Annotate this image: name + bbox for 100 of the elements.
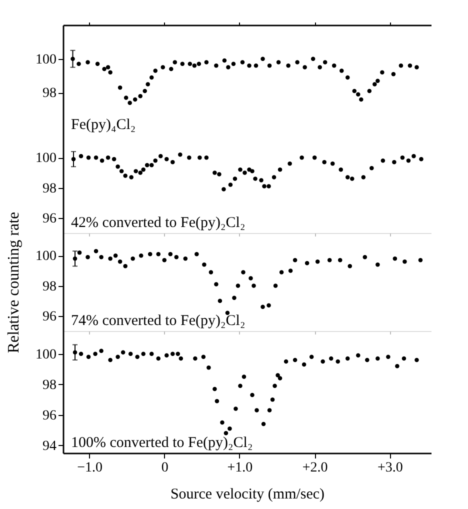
point (77, 250, 82, 255)
point (187, 156, 192, 160)
point (395, 364, 400, 368)
point (76, 62, 81, 66)
point (106, 65, 110, 70)
point (346, 356, 350, 361)
point (178, 152, 182, 157)
point (276, 60, 281, 64)
point (204, 156, 209, 160)
point (247, 64, 252, 68)
point (193, 356, 198, 361)
point (370, 166, 374, 170)
point (201, 354, 206, 360)
point (232, 296, 236, 300)
point (95, 62, 100, 66)
point (365, 358, 370, 362)
point (124, 96, 128, 100)
point (194, 252, 199, 256)
point (414, 358, 419, 362)
point (267, 408, 272, 412)
point (222, 58, 227, 63)
point (130, 256, 135, 261)
point (276, 373, 280, 378)
point (135, 354, 140, 360)
point (113, 254, 118, 258)
y-tick-label: 98 (42, 86, 56, 102)
point (267, 64, 272, 68)
point (222, 187, 226, 192)
point (150, 352, 154, 356)
point (346, 75, 350, 80)
point (232, 176, 238, 181)
point (196, 62, 202, 66)
point (400, 156, 405, 160)
point (106, 156, 110, 160)
point (123, 264, 128, 268)
point (214, 64, 218, 68)
point (128, 100, 132, 105)
y-tick-label: 100 (36, 151, 56, 166)
point (332, 64, 336, 68)
point (322, 160, 326, 164)
point (156, 252, 160, 256)
point (310, 56, 316, 61)
point (248, 276, 253, 280)
point (328, 356, 334, 361)
point (300, 156, 304, 160)
point (134, 169, 138, 174)
annotation: 74% converted to Fe(py)₂Cl₂ (71, 313, 246, 329)
point (208, 270, 214, 274)
point (330, 162, 335, 166)
point (86, 156, 91, 160)
x-tick-label: +3.0 (377, 460, 403, 476)
point (212, 386, 217, 392)
point (414, 65, 419, 70)
point (148, 252, 152, 256)
point (376, 262, 380, 267)
point (412, 154, 416, 158)
point (273, 284, 278, 288)
point (338, 168, 343, 172)
point (214, 282, 218, 286)
point (386, 354, 390, 360)
point (419, 157, 424, 162)
point (192, 64, 197, 68)
point (259, 178, 264, 182)
point (206, 365, 211, 370)
point (100, 158, 104, 163)
point (262, 184, 266, 188)
point (284, 359, 288, 364)
point (356, 353, 360, 358)
point (183, 256, 188, 261)
point (138, 254, 144, 258)
point (292, 358, 298, 362)
y-tick-label: 96 (42, 309, 56, 324)
point (266, 303, 271, 308)
point (153, 68, 158, 73)
x-tick-label: 0 (161, 460, 168, 476)
y-tick-label: 100 (36, 347, 56, 362)
point (356, 92, 360, 96)
y-tick-label: 94 (42, 438, 56, 454)
point (315, 260, 320, 264)
point (352, 88, 357, 94)
point (141, 168, 146, 172)
point (340, 68, 344, 73)
point (350, 176, 354, 181)
point (362, 255, 368, 260)
point (278, 168, 282, 172)
point (224, 431, 228, 436)
point (158, 154, 163, 158)
point (272, 175, 276, 180)
point (270, 398, 275, 402)
annotation: 42% converted to Fe(py)₂Cl₂ (71, 215, 246, 231)
point (361, 175, 366, 180)
y-tick-label: 96 (42, 211, 56, 226)
point (99, 348, 104, 353)
point (261, 422, 266, 426)
point (240, 60, 245, 64)
point (202, 262, 206, 267)
point (150, 163, 154, 168)
point (141, 352, 146, 356)
point (302, 65, 307, 70)
point (218, 298, 222, 303)
